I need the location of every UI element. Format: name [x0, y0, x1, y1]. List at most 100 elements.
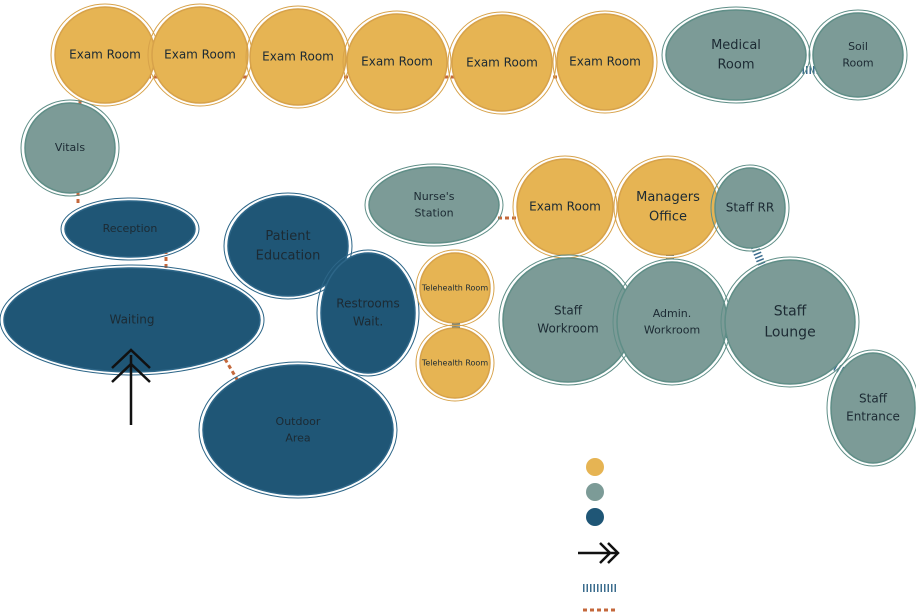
- room-bubble: [346, 13, 448, 111]
- room: Exam Room: [512, 155, 618, 259]
- room-outline: [552, 10, 658, 114]
- room: Exam Room: [552, 10, 658, 114]
- room: Soil Room: [808, 9, 908, 101]
- room: Staff RR: [710, 164, 790, 252]
- room-label: Exam Room: [529, 200, 601, 214]
- room: Outdoor Area: [198, 361, 398, 499]
- room-label: Wait.: [353, 315, 383, 329]
- room: Patient Education: [223, 192, 353, 300]
- room-label: Lounge: [764, 325, 815, 341]
- room-label: Exam Room: [69, 48, 141, 62]
- room-outline: [198, 361, 398, 499]
- room: Vitals: [20, 99, 120, 197]
- room-label: Staff: [859, 392, 888, 406]
- room-outline: [60, 197, 200, 261]
- room: Exam Room: [147, 3, 253, 107]
- legend-swatch: [586, 508, 604, 526]
- room-bubble: [724, 259, 856, 385]
- room: Restrooms Wait.: [316, 249, 420, 377]
- room: Staff Workroom: [498, 254, 638, 386]
- room-bubble: [616, 261, 728, 383]
- room-label: Area: [285, 431, 310, 444]
- room-outline: [661, 6, 811, 104]
- rooms: Exam Room Exam Room Exam Room Exam Room Exam…: [0, 3, 916, 499]
- room-label: Managers: [636, 190, 700, 205]
- room-label: Education: [256, 248, 321, 263]
- room-bubble: [151, 6, 249, 104]
- room-bubble: [64, 200, 196, 258]
- room: Admin. Workroom: [612, 258, 732, 386]
- room: Staff Lounge: [720, 256, 860, 388]
- room-bubble: [249, 8, 347, 106]
- room-label: Staff: [774, 304, 807, 320]
- room-outline: [364, 163, 504, 247]
- room-label: Outdoor: [276, 415, 321, 428]
- room-outline: [415, 249, 495, 327]
- room: Telehealth Room: [415, 249, 495, 327]
- room: Exam Room: [245, 5, 351, 109]
- room-label: Telehealth Room: [421, 359, 488, 368]
- room-bubble: [714, 167, 786, 249]
- room-label: Admin.: [653, 307, 692, 320]
- room: Exam Room: [50, 3, 160, 107]
- room-label: Soil: [848, 40, 868, 53]
- room-label: Room: [717, 57, 754, 72]
- room-label: Exam Room: [466, 56, 538, 70]
- room-outline: [808, 9, 908, 101]
- room-outline: [342, 10, 452, 114]
- room-outline: [710, 164, 790, 252]
- room-bubble: [202, 364, 394, 496]
- room-bubble: [368, 166, 500, 244]
- room-label: Exam Room: [164, 48, 236, 62]
- room-label: Staff: [554, 304, 583, 318]
- legend-swatch: [586, 458, 604, 476]
- room-bubble: [665, 9, 807, 101]
- room-outline: [223, 192, 353, 300]
- room-label: Telehealth Room: [421, 284, 488, 293]
- room: Exam Room: [447, 11, 557, 115]
- room-label: Waiting: [109, 313, 154, 327]
- room-bubble: [556, 13, 654, 111]
- room-label: Restrooms: [336, 297, 399, 311]
- room: Exam Room: [342, 10, 452, 114]
- room-bubble: [227, 195, 349, 297]
- room-label: Room: [842, 56, 873, 69]
- room-outline: [316, 249, 420, 377]
- room: Nurse's Station: [364, 163, 504, 247]
- room: Staff Entrance: [826, 349, 916, 467]
- room-label: Vitals: [55, 141, 85, 154]
- room-label: Office: [649, 209, 687, 224]
- room-label: Exam Room: [262, 50, 334, 64]
- room-label: Exam Room: [361, 55, 433, 69]
- room-label: Station: [414, 206, 453, 219]
- room-label: Staff RR: [726, 201, 774, 215]
- room-outline: [720, 256, 860, 388]
- room-bubble: [830, 352, 916, 464]
- room-label: Patient: [265, 229, 310, 244]
- room-label: Medical: [711, 38, 761, 53]
- room-outline: [826, 349, 916, 467]
- legend-swatch: [586, 483, 604, 501]
- room-outline: [447, 11, 557, 115]
- room: Medical Room: [661, 6, 811, 104]
- room-bubble: [617, 158, 719, 256]
- room-bubble: [24, 102, 116, 194]
- room-bubble: [812, 12, 904, 98]
- room-label: Entrance: [846, 410, 900, 424]
- room-bubble: [419, 327, 491, 399]
- room-outline: [415, 324, 495, 402]
- room: Telehealth Room: [415, 324, 495, 402]
- room-bubble: [419, 252, 491, 324]
- legend: [578, 458, 620, 612]
- legend-arrow: [578, 542, 620, 564]
- room-bubble: [320, 252, 416, 374]
- room-label: Exam Room: [569, 55, 641, 69]
- room-bubble: [451, 14, 553, 112]
- room: Managers Office: [613, 155, 723, 259]
- room-outline: [20, 99, 120, 197]
- room-label: Reception: [103, 222, 158, 235]
- room-label: Nurse's: [414, 190, 455, 203]
- room-label: Workroom: [537, 322, 598, 336]
- room: Reception: [60, 197, 200, 261]
